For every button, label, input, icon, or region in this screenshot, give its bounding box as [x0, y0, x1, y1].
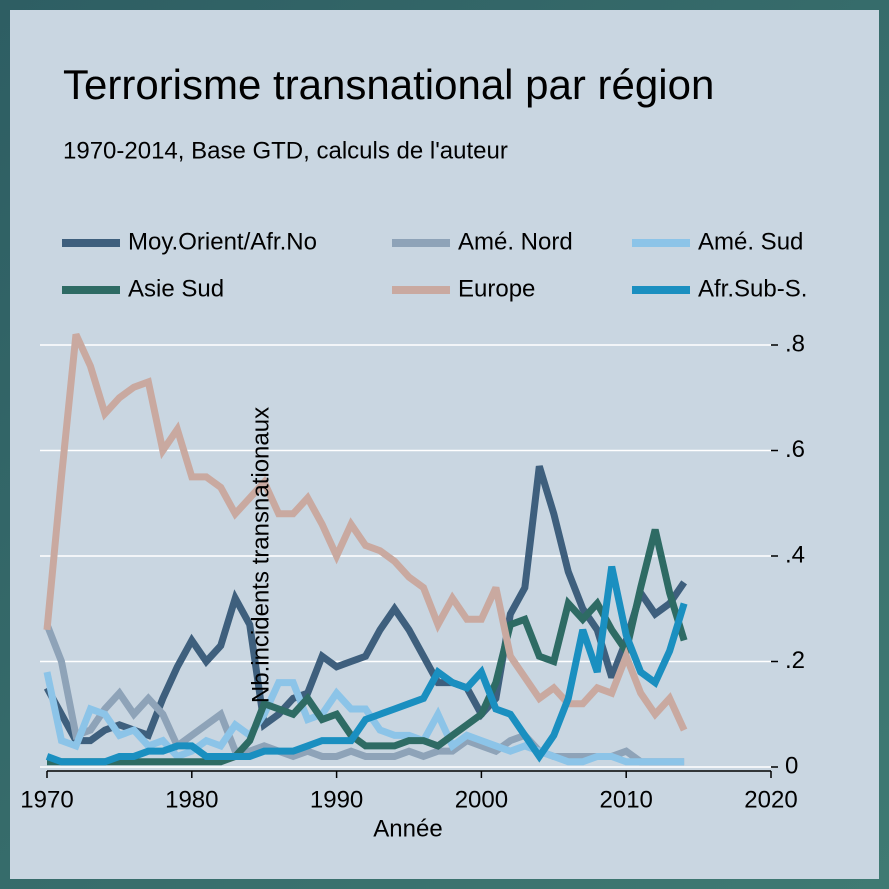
series-line: [47, 528, 688, 766]
series-line: [43, 332, 688, 732]
x-tick-label: 1980: [165, 786, 218, 813]
y-axis-title: Nb.incidents transnationaux: [247, 407, 274, 703]
legend-label: Europe: [458, 275, 535, 302]
legend-label: Amé. Nord: [458, 228, 573, 255]
series-line: [43, 623, 685, 766]
x-axis-title: Année: [373, 815, 442, 842]
legend-label: Amé. Sud: [698, 228, 803, 255]
x-tick-label: 2000: [455, 786, 508, 813]
plot-lines: [43, 332, 688, 766]
y-tick-label: 0: [785, 752, 798, 779]
y-tick-label: .8: [785, 330, 805, 357]
x-tick-label: 2010: [600, 786, 653, 813]
chart-title: Terrorisme transnational par région: [63, 61, 714, 108]
legend-label: Asie Sud: [128, 275, 224, 302]
x-tick-label: 2020: [744, 786, 797, 813]
series-line: [43, 465, 688, 745]
y-tick-label: .2: [785, 647, 805, 674]
legend-label: Afr.Sub-S.: [698, 275, 807, 302]
legend-label: Moy.Orient/Afr.No: [128, 228, 317, 255]
legend: Moy.Orient/Afr.No Amé. Nord Amé. Sud Asie S…: [62, 228, 807, 302]
axes: 0 .2 .4 .6 .8 1970 1980 1990 2000 2010 2020: [20, 330, 805, 813]
x-tick-label: 1970: [20, 786, 73, 813]
series-line: [45, 565, 688, 766]
x-tick-label: 1990: [310, 786, 363, 813]
series-line: [43, 671, 685, 766]
y-tick-label: .4: [785, 541, 805, 568]
y-tick-label: .6: [785, 436, 805, 463]
chart-subtitle: 1970-2014, Base GTD, calculs de l'auteur: [63, 137, 508, 164]
